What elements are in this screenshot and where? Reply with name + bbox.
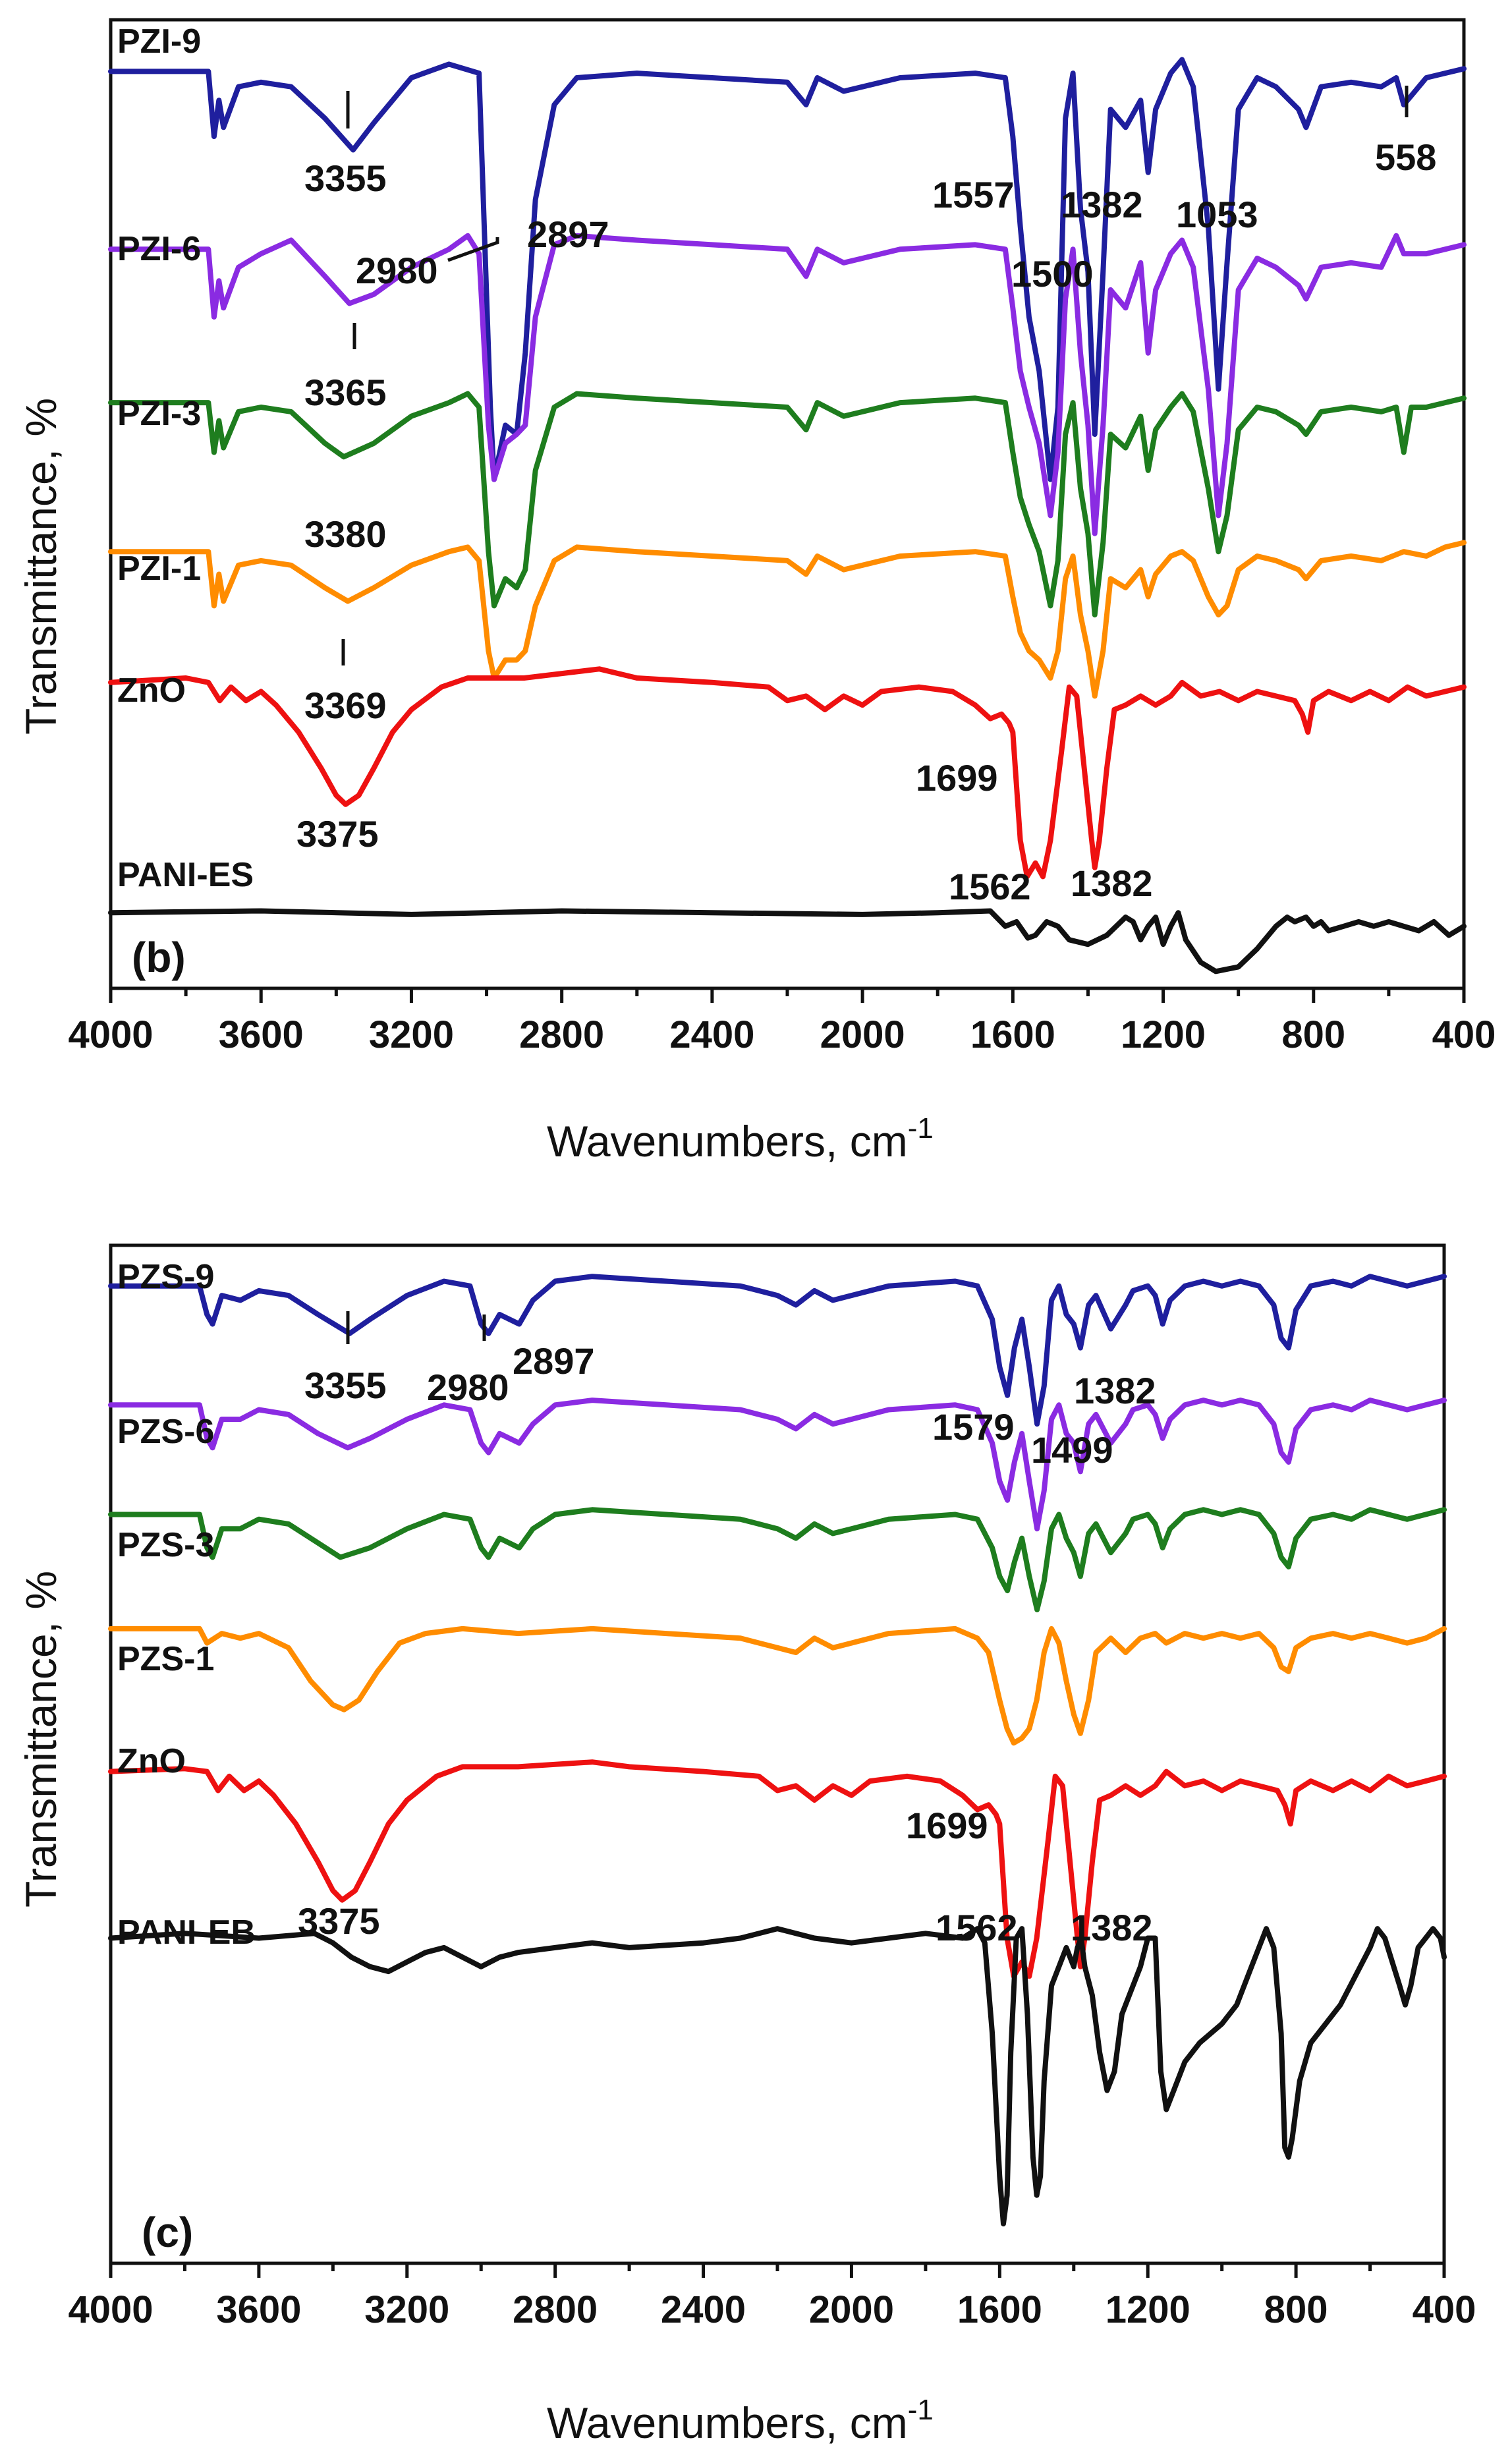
c-series-line-pzs-1 [108, 1625, 1447, 1746]
b-y-axis-title: Transmittance, % [16, 398, 65, 735]
c-x-tick-label: 3200 [364, 2288, 449, 2331]
c-panel-tag: (c) [142, 2209, 193, 2256]
c-series-label-pzs3: PZS-3 [117, 1526, 214, 1564]
c-x-tick-label: 2400 [661, 2288, 746, 2331]
b-series-line-pzi-3 [108, 391, 1467, 618]
b-series-line-pzi-9 [108, 57, 1467, 482]
b-x-tick-label: 2400 [669, 1013, 754, 1056]
c-annot-2980: 2980 [427, 1367, 509, 1408]
c-series-line-zno [108, 1759, 1447, 1979]
b-annot-line-2980 [447, 237, 499, 262]
c-annot-2897: 2897 [513, 1340, 595, 1382]
b-x-tick-label: 4000 [68, 1013, 153, 1056]
c-x-tick-label: 400 [1413, 2288, 1476, 2331]
b-series-label-pani-es: PANI-ES [117, 856, 254, 894]
c-series-line-pzs-6 [108, 1398, 1447, 1532]
c-x-tick-label: 4000 [68, 2288, 153, 2331]
panel-c-chart: 4000 3600 3200 2800 2400 2000 1600 1200 800 400 P… [16, 1243, 1476, 2447]
b-series-line-zno [108, 666, 1467, 880]
c-series-line-pzs-3 [108, 1507, 1447, 1612]
b-x-tick-label: 3200 [369, 1013, 454, 1056]
c-annot-1382-top: 1382 [1074, 1370, 1156, 1411]
b-annot-3375: 3375 [296, 813, 379, 855]
b-annot-3365: 3365 [304, 372, 387, 413]
c-series-line-pzs-9 [108, 1274, 1447, 1427]
b-x-tick-label: 1600 [970, 1013, 1055, 1056]
b-series-line-pani-es [108, 908, 1467, 975]
b-panel-tag: (b) [132, 934, 186, 981]
b-series-line-pzi-6 [108, 233, 1467, 536]
c-x-axis-title: Wavenumbers, cm-1 [547, 2394, 934, 2447]
b-annot-558: 558 [1375, 136, 1436, 178]
c-annot-1499: 1499 [1031, 1429, 1113, 1471]
b-series-label-pzi1: PZI-1 [117, 550, 201, 588]
panel-b-ticks: 4000 3600 3200 2800 2400 2000 1600 1200 800 400 [68, 988, 1496, 1056]
b-annot-1053: 1053 [1176, 194, 1258, 235]
b-annot-3355: 3355 [304, 157, 387, 199]
panel-b-chart: 4000 3600 3200 2800 2400 2000 1600 1200 800 400 P… [16, 18, 1496, 1166]
b-annot-3369: 3369 [304, 685, 387, 726]
c-series-label-pzs6: PZS-6 [117, 1413, 214, 1451]
b-annot-1382-bottom: 1382 [1071, 862, 1153, 904]
c-series-line-pani-eb [108, 1926, 1447, 2226]
c-annot-1382-bottom: 1382 [1071, 1907, 1153, 1948]
b-x-tick-label: 800 [1281, 1013, 1345, 1056]
b-annot-1382-top: 1382 [1061, 184, 1143, 225]
b-x-tick-label: 3600 [219, 1013, 304, 1056]
b-x-axis-title-text: Wavenumbers, cm [547, 1117, 908, 1166]
c-x-tick-label: 800 [1264, 2288, 1328, 2331]
b-annot-1699: 1699 [916, 757, 998, 799]
b-annot-2897: 2897 [527, 213, 609, 255]
b-x-tick-label: 2800 [519, 1013, 604, 1056]
b-series-label-pzi3: PZI-3 [117, 395, 201, 433]
b-annot-3380: 3380 [304, 513, 387, 555]
c-y-axis-title: Transmittance, % [16, 1571, 65, 1908]
b-series-line-pzi-1 [108, 540, 1467, 699]
b-annot-1500: 1500 [1011, 253, 1094, 295]
c-annot-1579: 1579 [932, 1406, 1015, 1448]
c-x-tick-label: 1600 [957, 2288, 1042, 2331]
b-annot-2980: 2980 [356, 250, 438, 291]
panel-c-ticks: 4000 3600 3200 2800 2400 2000 1600 1200 800 400 [68, 2263, 1476, 2331]
panel-b-curves [108, 57, 1467, 975]
c-annot-1699: 1699 [906, 1805, 988, 1846]
c-annot-1562: 1562 [936, 1907, 1018, 1948]
panel-c-curves [108, 1274, 1447, 2226]
b-series-label-zno: ZnO [117, 671, 186, 710]
b-annot-1557: 1557 [932, 174, 1015, 215]
b-annot-1562: 1562 [949, 866, 1031, 907]
c-annot-3355: 3355 [304, 1365, 387, 1406]
b-x-tick-label: 400 [1432, 1013, 1496, 1056]
c-series-label-pzs1: PZS-1 [117, 1640, 214, 1678]
c-x-tick-label: 3600 [216, 2288, 301, 2331]
c-series-label-pzs9: PZS-9 [117, 1258, 214, 1296]
b-x-axis-title-sup: -1 [908, 1112, 934, 1145]
c-annot-3375: 3375 [298, 1900, 380, 1942]
c-x-axis-title-sup: -1 [908, 2394, 934, 2426]
c-x-tick-label: 1200 [1106, 2288, 1190, 2331]
b-series-label-pzi6: PZI-6 [117, 230, 201, 268]
b-series-label-pzi9: PZI-9 [117, 22, 201, 61]
b-x-tick-label: 1200 [1121, 1013, 1206, 1056]
c-series-label-pani-eb: PANI-EB [117, 1913, 256, 1952]
c-series-label-zno: ZnO [117, 1742, 186, 1780]
c-x-axis-title-text: Wavenumbers, cm [547, 2398, 908, 2447]
b-x-axis-title: Wavenumbers, cm-1 [547, 1112, 934, 1166]
b-x-tick-label: 2000 [820, 1013, 905, 1056]
c-x-tick-label: 2800 [513, 2288, 598, 2331]
c-x-tick-label: 2000 [809, 2288, 894, 2331]
